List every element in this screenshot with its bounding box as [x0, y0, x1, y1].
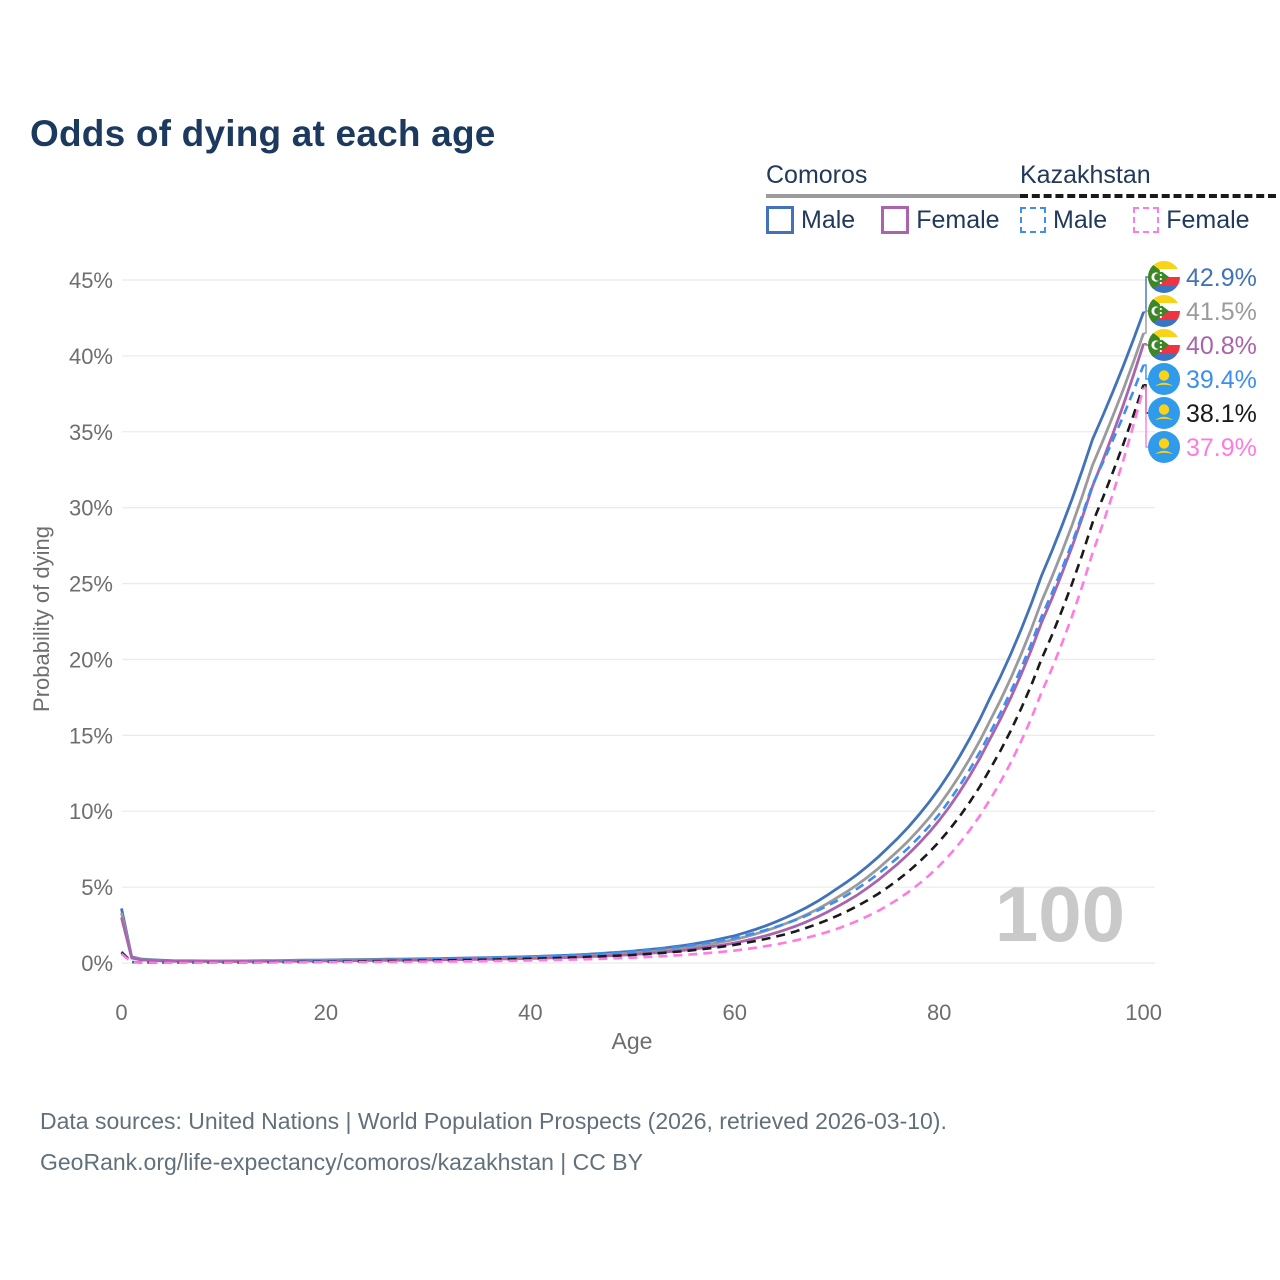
series-line-comoros-female: [120, 343, 1145, 963]
legend-item-label: Female: [916, 205, 1000, 234]
end-label-connector: [1143, 343, 1149, 346]
y-tick-label: 5%: [81, 875, 113, 900]
series-line-kazakhstan-female: [120, 387, 1145, 964]
y-tick-label: 40%: [69, 344, 113, 369]
comoros-flag-icon: [1148, 261, 1180, 293]
series-line-kazakhstan: [120, 384, 1145, 964]
legend-country-linestyle-dashed: [1020, 193, 1276, 198]
y-tick-label: 20%: [69, 647, 113, 672]
end-value-label: 37.9%: [1186, 434, 1257, 462]
legend-country-label: Comoros: [766, 161, 868, 189]
legend-group-comoros: Comoros Male Female: [766, 161, 1026, 235]
end-value-label: 39.4%: [1186, 366, 1257, 394]
legend-item-kazakhstan-female: Female: [1133, 205, 1250, 235]
x-tick-label: 60: [723, 1000, 747, 1025]
series-line-comoros: [120, 332, 1145, 963]
y-tick-label: 15%: [69, 723, 113, 748]
x-tick-label: 40: [518, 1000, 542, 1025]
series-line-kazakhstan-male: [120, 364, 1145, 964]
end-value-label: 41.5%: [1186, 298, 1257, 326]
kazakhstan-flag-icon: [1148, 397, 1180, 429]
line-swatch-icon: [1133, 207, 1160, 233]
x-tick-label: 0: [115, 1000, 127, 1025]
y-tick-label: 25%: [69, 572, 113, 597]
legend-item-comoros-male: Male: [766, 206, 855, 235]
y-tick-label: 10%: [69, 799, 113, 824]
legend-item-label: Male: [801, 205, 856, 234]
attribution-text: GeoRank.org/life-expectancy/comoros/kaza…: [40, 1149, 643, 1175]
legend-group-kazakhstan: Kazakhstan Male Female: [1020, 161, 1276, 235]
age-watermark: 100: [995, 870, 1125, 958]
end-label-connector: [1143, 276, 1149, 313]
legend-item-kazakhstan-male: Male: [1020, 206, 1107, 235]
legend-item-comoros-female: Female: [881, 205, 1000, 235]
comoros-flag-icon: [1148, 295, 1180, 327]
odds-of-dying-chart: 0% 5% 10% 15% 20% 25% 30% 35% 40% 45% 0 20 40 60 80 100…: [69, 261, 1257, 1025]
end-label-connector: [1143, 310, 1149, 334]
legend-country-linestyle-solid: [766, 193, 1026, 198]
comoros-flag-icon: [1148, 329, 1180, 361]
line-swatch-icon: [881, 206, 910, 234]
end-label-connector: [1143, 387, 1149, 448]
y-tick-label: 0%: [81, 951, 113, 976]
x-tick-label: 20: [314, 1000, 338, 1025]
end-label-connector: [1143, 364, 1149, 380]
kazakhstan-flag-icon: [1148, 363, 1180, 395]
series-line-comoros-male: [120, 311, 1145, 963]
legend-country-label: Kazakhstan: [1020, 161, 1151, 189]
end-value-label: 38.1%: [1186, 400, 1257, 428]
page-title: Odds of dying at each age: [30, 112, 496, 154]
end-value-label: 42.9%: [1186, 264, 1257, 292]
y-tick-label: 45%: [69, 268, 113, 293]
line-swatch-icon: [1020, 207, 1046, 233]
data-sources-text: Data sources: United Nations | World Pop…: [40, 1108, 947, 1134]
y-tick-label: 30%: [69, 496, 113, 521]
x-axis-title: Age: [611, 1028, 653, 1054]
legend-item-label: Female: [1166, 205, 1250, 234]
end-value-label: 40.8%: [1186, 332, 1257, 360]
x-tick-label: 80: [927, 1000, 951, 1025]
y-tick-label: 35%: [69, 420, 113, 445]
legend-item-label: Male: [1053, 205, 1108, 234]
x-tick-label: 100: [1125, 1000, 1162, 1025]
line-swatch-icon: [766, 206, 794, 234]
kazakhstan-flag-icon: [1148, 431, 1180, 463]
